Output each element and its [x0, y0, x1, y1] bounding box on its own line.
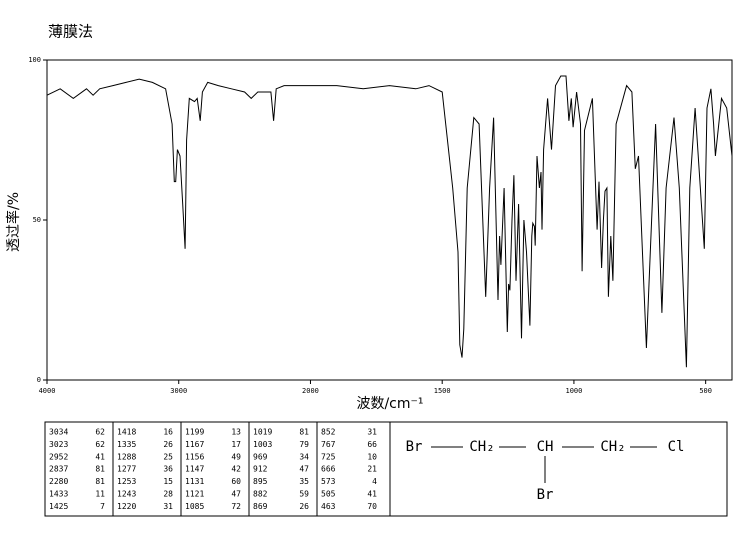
peak-transmittance: 26 — [163, 440, 173, 449]
peak-wavenumber: 1167 — [185, 440, 204, 449]
peak-wavenumber: 1288 — [117, 452, 136, 461]
spectrum-line — [46, 75, 733, 368]
peak-transmittance: 41 — [95, 452, 105, 461]
y-tick-label: 0 — [37, 376, 41, 384]
x-tick-label: 500 — [699, 387, 712, 395]
y-tick-label: 100 — [28, 56, 41, 64]
peak-transmittance: 62 — [95, 428, 105, 437]
x-tick-label: 1000 — [565, 387, 582, 395]
peak-transmittance: 79 — [299, 440, 309, 449]
y-tick-label: 50 — [33, 216, 41, 224]
peak-transmittance: 15 — [163, 477, 173, 486]
peak-wavenumber: 573 — [321, 477, 336, 486]
peak-wavenumber: 2837 — [49, 465, 68, 474]
peak-transmittance: 26 — [299, 502, 309, 511]
peak-wavenumber: 1199 — [185, 428, 204, 437]
x-tick-label: 4000 — [39, 387, 56, 395]
peak-transmittance: 72 — [231, 502, 241, 511]
peak-wavenumber: 505 — [321, 490, 336, 499]
peak-transmittance: 81 — [299, 428, 309, 437]
peak-wavenumber: 725 — [321, 452, 336, 461]
structure-atom: CH₂ — [600, 439, 625, 455]
peak-transmittance: 13 — [231, 428, 241, 437]
peak-wavenumber: 1277 — [117, 465, 136, 474]
x-tick-label: 1500 — [434, 387, 451, 395]
peak-wavenumber: 1433 — [49, 490, 68, 499]
peak-wavenumber: 1156 — [185, 452, 204, 461]
peak-transmittance: 16 — [163, 428, 173, 437]
peak-transmittance: 42 — [231, 465, 241, 474]
peak-transmittance: 31 — [163, 502, 173, 511]
x-axis-label: 波数/cm⁻¹ — [356, 396, 423, 412]
peak-transmittance: 81 — [95, 477, 105, 486]
peak-wavenumber: 1220 — [117, 502, 136, 511]
peak-transmittance: 36 — [163, 465, 173, 474]
peak-transmittance: 41 — [367, 490, 377, 499]
peak-wavenumber: 869 — [253, 502, 268, 511]
peak-transmittance: 47 — [299, 465, 309, 474]
peak-transmittance: 10 — [367, 452, 377, 461]
peak-transmittance: 70 — [367, 502, 377, 511]
structure-atom: CH₂ — [469, 439, 494, 455]
peak-wavenumber: 3023 — [49, 440, 68, 449]
peak-wavenumber: 1085 — [185, 502, 204, 511]
peak-wavenumber: 463 — [321, 502, 336, 511]
peak-wavenumber: 1003 — [253, 440, 272, 449]
peak-wavenumber: 3034 — [49, 428, 68, 437]
peak-wavenumber: 852 — [321, 428, 336, 437]
peak-wavenumber: 1243 — [117, 490, 136, 499]
peak-wavenumber: 1253 — [117, 477, 136, 486]
peak-wavenumber: 882 — [253, 490, 268, 499]
peak-wavenumber: 2952 — [49, 452, 68, 461]
peak-transmittance: 4 — [372, 477, 377, 486]
peak-transmittance: 62 — [95, 440, 105, 449]
peak-transmittance: 17 — [231, 440, 241, 449]
x-tick-label: 2000 — [302, 387, 319, 395]
peak-wavenumber: 767 — [321, 440, 336, 449]
peak-transmittance: 35 — [299, 477, 309, 486]
peak-transmittance: 60 — [231, 477, 241, 486]
peak-wavenumber: 1121 — [185, 490, 204, 499]
peak-transmittance: 47 — [231, 490, 241, 499]
peak-transmittance: 31 — [367, 428, 377, 437]
peak-wavenumber: 1425 — [49, 502, 68, 511]
peak-transmittance: 66 — [367, 440, 377, 449]
peak-transmittance: 34 — [299, 452, 309, 461]
structure-atom: Br — [537, 487, 554, 503]
x-tick-label: 3000 — [170, 387, 187, 395]
peak-wavenumber: 1418 — [117, 428, 136, 437]
chart-title: 薄膜法 — [48, 23, 93, 41]
peak-wavenumber: 2280 — [49, 477, 68, 486]
peak-wavenumber: 1335 — [117, 440, 136, 449]
peak-wavenumber: 1147 — [185, 465, 204, 474]
peak-transmittance: 81 — [95, 465, 105, 474]
table-frame — [44, 421, 728, 517]
structure-atom: CH — [537, 439, 554, 455]
peak-transmittance: 59 — [299, 490, 309, 499]
structure-atom: Cl — [668, 439, 685, 455]
structure-atom: Br — [406, 439, 423, 455]
peak-wavenumber: 969 — [253, 452, 268, 461]
peak-transmittance: 7 — [100, 502, 105, 511]
plot-frame — [46, 59, 733, 381]
peak-wavenumber: 912 — [253, 465, 268, 474]
peak-wavenumber: 666 — [321, 465, 336, 474]
peak-transmittance: 11 — [95, 490, 105, 499]
y-axis-label: 透过率/% — [5, 192, 22, 252]
peak-transmittance: 49 — [231, 452, 241, 461]
peak-transmittance: 28 — [163, 490, 173, 499]
peak-transmittance: 25 — [163, 452, 173, 461]
peak-transmittance: 21 — [367, 465, 377, 474]
peak-wavenumber: 1131 — [185, 477, 204, 486]
peak-wavenumber: 1019 — [253, 428, 272, 437]
peak-wavenumber: 895 — [253, 477, 268, 486]
